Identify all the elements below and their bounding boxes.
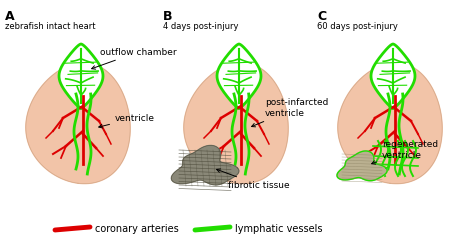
Text: fibrotic tissue: fibrotic tissue — [217, 169, 290, 189]
Polygon shape — [338, 63, 442, 184]
Polygon shape — [59, 44, 103, 108]
Text: 60 days post-injury: 60 days post-injury — [317, 22, 398, 31]
Text: B: B — [163, 10, 173, 23]
Text: ventricle: ventricle — [99, 114, 155, 128]
Text: A: A — [5, 10, 15, 23]
Polygon shape — [172, 145, 239, 185]
Text: lymphatic vessels: lymphatic vessels — [235, 224, 322, 234]
Text: C: C — [317, 10, 326, 23]
Polygon shape — [337, 151, 387, 181]
Polygon shape — [371, 44, 415, 108]
Text: regenerated
ventricle: regenerated ventricle — [372, 140, 438, 164]
Polygon shape — [217, 44, 261, 108]
Text: zebrafish intact heart: zebrafish intact heart — [5, 22, 95, 31]
Text: outflow chamber: outflow chamber — [91, 47, 177, 69]
Text: post-infarcted
ventricle: post-infarcted ventricle — [252, 98, 328, 127]
Text: 4 days post-injury: 4 days post-injury — [163, 22, 238, 31]
Polygon shape — [26, 63, 130, 184]
Text: coronary arteries: coronary arteries — [95, 224, 179, 234]
Polygon shape — [184, 63, 288, 184]
